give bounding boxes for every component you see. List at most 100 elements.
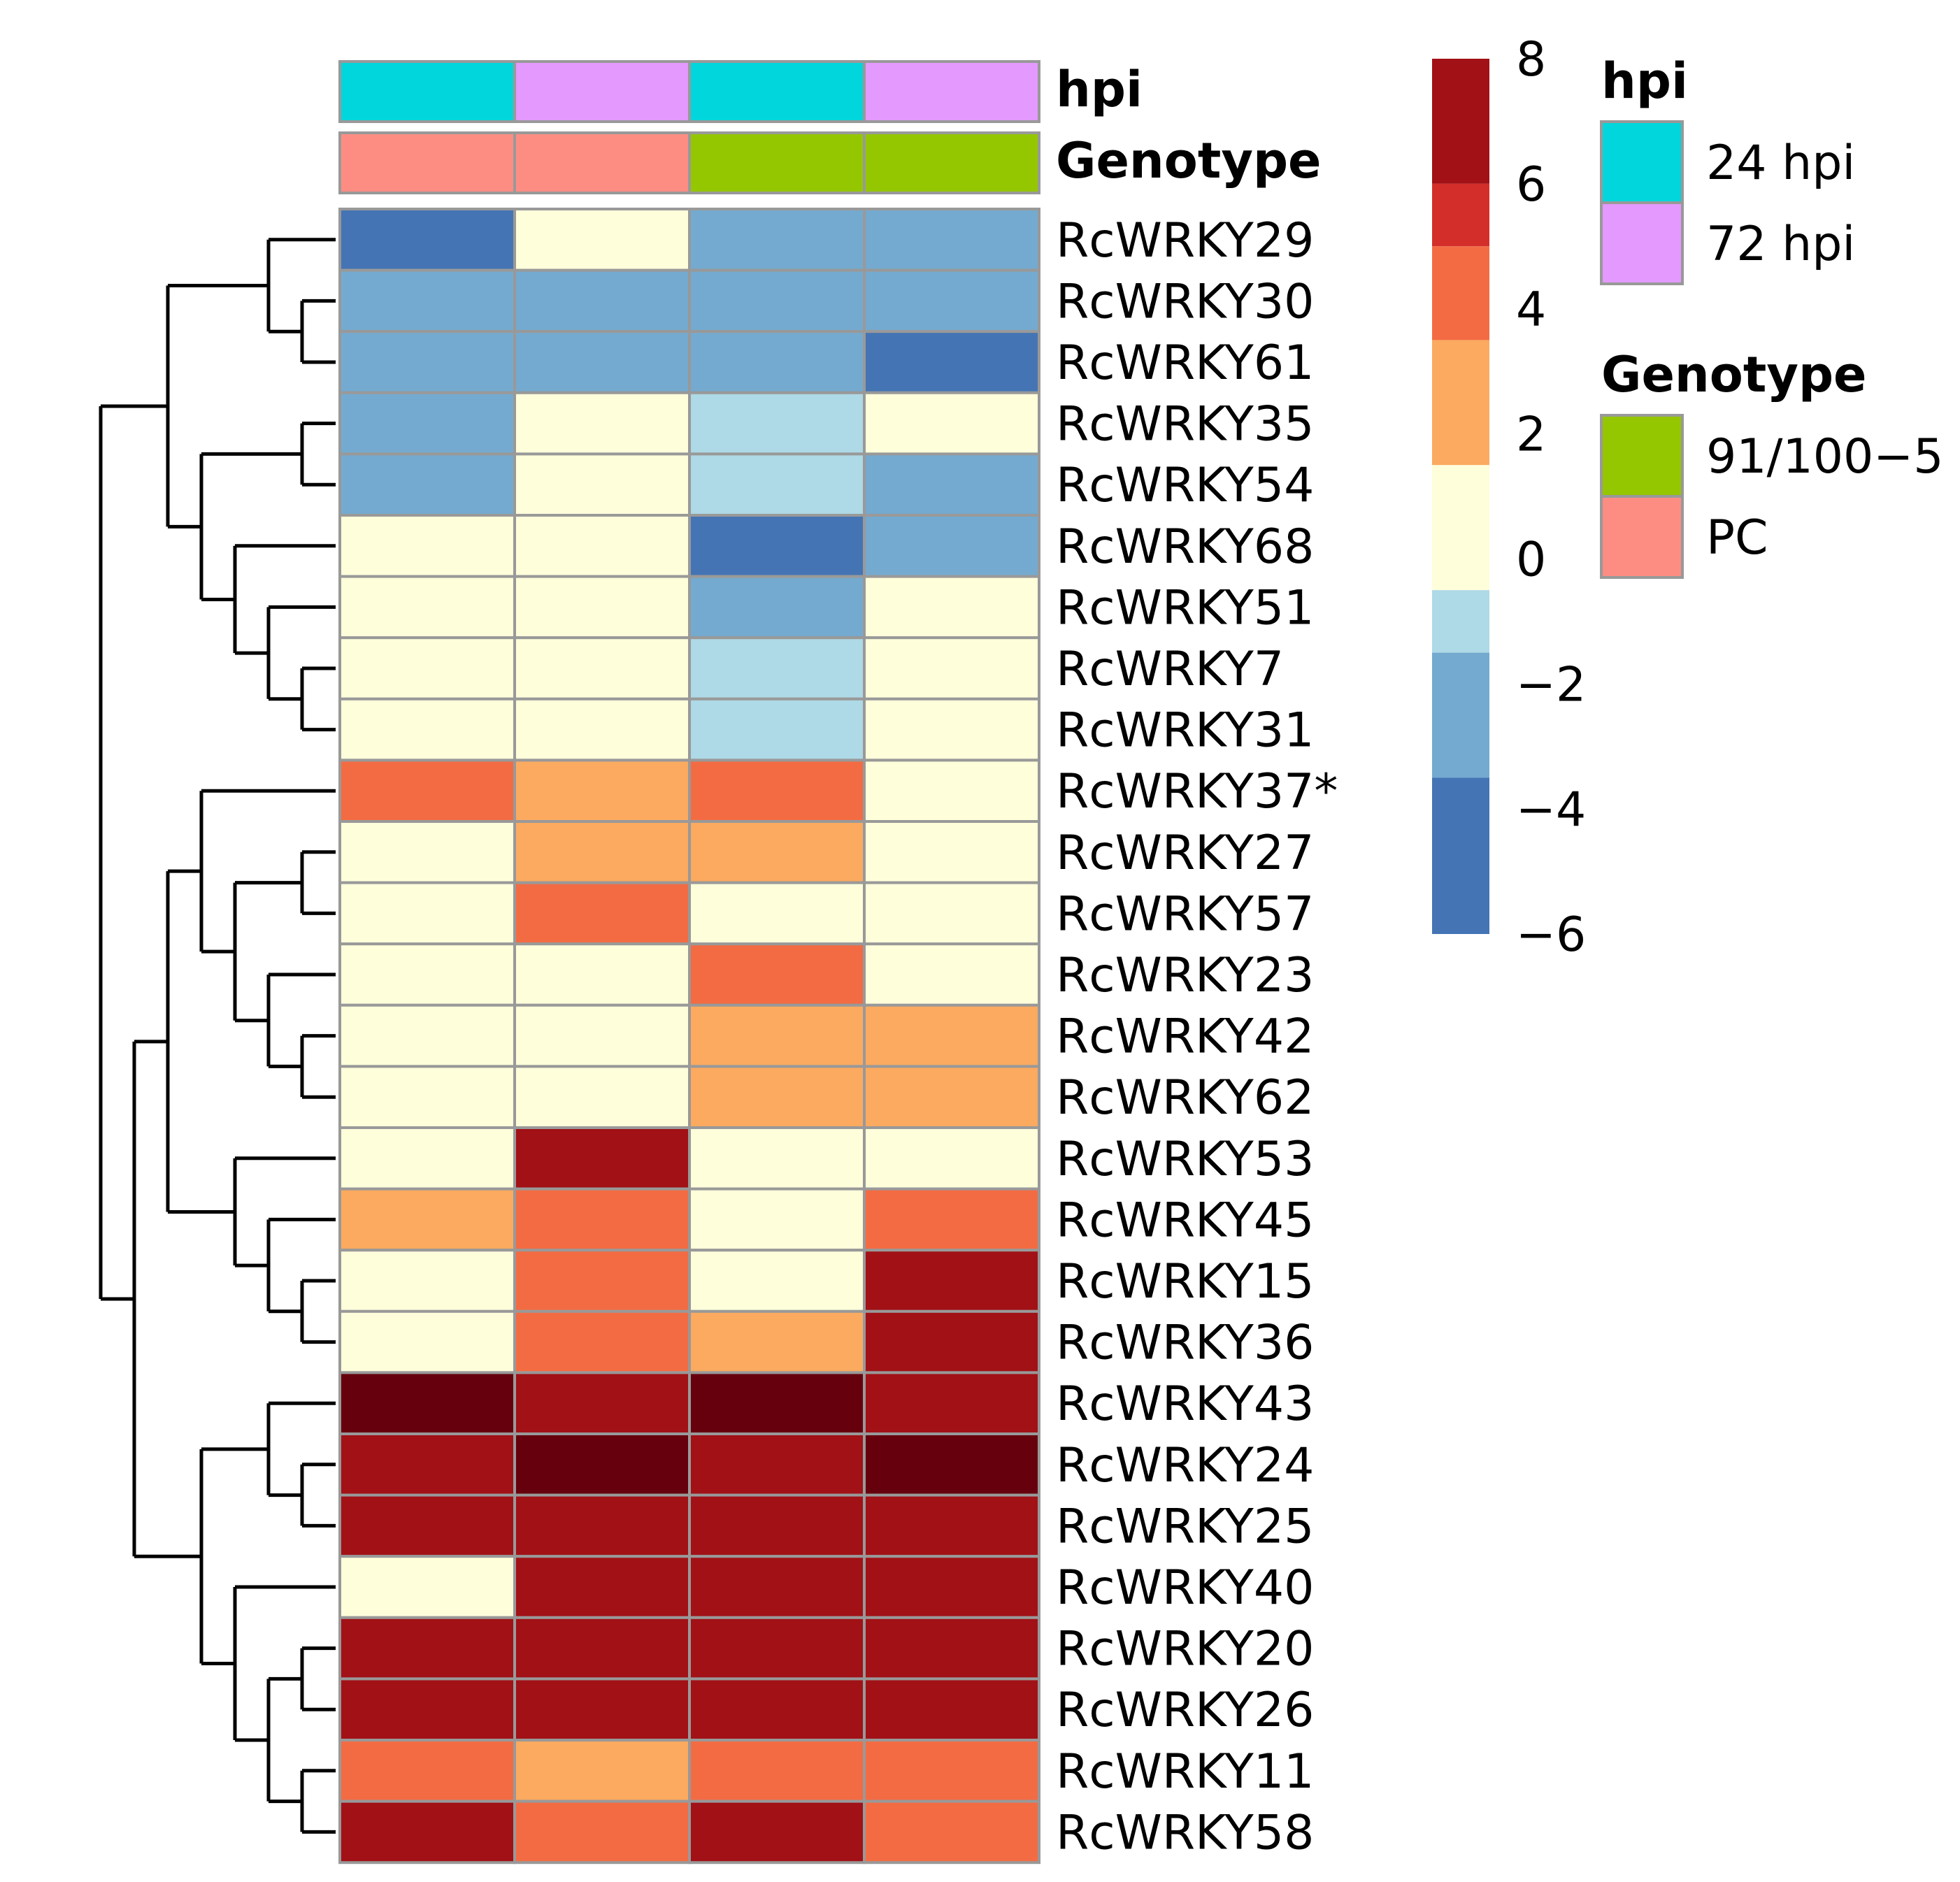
heatmap-cell (688, 759, 866, 824)
heatmap-cell (338, 1371, 516, 1436)
row-label: RcWRKY11 (1056, 1744, 1314, 1800)
heatmap-cell (688, 1249, 866, 1313)
heatmap-cell (513, 1249, 691, 1313)
heatmap-cell (513, 268, 691, 333)
color-scale-band (1432, 465, 1489, 591)
heatmap-cell (338, 636, 516, 701)
heatmap-cell (513, 820, 691, 884)
row-label: RcWRKY42 (1056, 1010, 1314, 1065)
color-scale-tick-label: −4 (1516, 782, 1586, 838)
row-label: RcWRKY37* (1056, 764, 1338, 819)
heatmap-cell (863, 697, 1040, 762)
heatmap-cell (513, 697, 691, 762)
heatmap-cell (513, 759, 691, 824)
heatmap-cell (513, 1739, 691, 1803)
heatmap-cell (338, 1616, 516, 1681)
column-annotations: hpi Genotype (338, 60, 1322, 194)
row-label: RcWRKY68 (1056, 519, 1314, 575)
row-label: RcWRKY36 (1056, 1316, 1314, 1371)
heatmap-cell (338, 697, 516, 762)
genotype-legend-swatch (1600, 495, 1684, 579)
heatmap-cell (863, 1616, 1040, 1681)
heatmap-cell (338, 268, 516, 333)
hpi-legend-title: hpi (1601, 52, 1688, 110)
genotype-annotation-cell (338, 131, 516, 194)
heatmap-cell (688, 942, 866, 1007)
heatmap-cell (688, 208, 866, 272)
row-label: RcWRKY31 (1056, 703, 1314, 759)
heatmap-cell (513, 1003, 691, 1068)
heatmap-cell (688, 820, 866, 884)
heatmap-cell (863, 575, 1040, 640)
color-scale-band (1432, 652, 1489, 778)
hpi-annotation-cell (513, 60, 691, 123)
heatmap-cell (338, 881, 516, 946)
heatmap-cell (513, 391, 691, 456)
heatmap-cell (688, 391, 866, 456)
color-scale-tick-label: 2 (1516, 408, 1546, 463)
genotype-legend-swatch (1600, 414, 1684, 498)
row-labels: RcWRKY29 RcWRKY30 RcWRKY61 RcWRKY35 RcWRKY54… (1056, 213, 1338, 1861)
color-scale-tick-label: 8 (1516, 32, 1546, 87)
color-scale-legend: 8 6 4 2 0 −2 −4 −6 (1432, 32, 1586, 963)
heatmap-cell (688, 268, 866, 333)
color-scale-band (1432, 183, 1489, 247)
row-label: RcWRKY30 (1056, 274, 1314, 329)
heatmap-cell (863, 1555, 1040, 1619)
heatmap-cell (513, 1555, 691, 1619)
heatmap-cell (338, 1555, 516, 1619)
color-scale-band (1432, 246, 1489, 340)
heatmap-cell (863, 208, 1040, 272)
heatmap-cell (338, 1249, 516, 1313)
heatmap-cell (338, 1309, 516, 1374)
row-label: RcWRKY45 (1056, 1193, 1314, 1248)
heatmap-cell (513, 636, 691, 701)
genotype-annotation-cell (863, 131, 1040, 194)
heatmap-cell (513, 1309, 691, 1374)
heatmap-cell (863, 1800, 1040, 1865)
color-scale-tick-label: 4 (1516, 282, 1546, 338)
heatmap-cell (863, 1309, 1040, 1374)
heatmap-cell (863, 268, 1040, 333)
heatmap-cell (688, 330, 866, 394)
color-scale-tick-label: −2 (1516, 657, 1586, 712)
color-scale-tick-label: 0 (1516, 532, 1546, 587)
heatmap-cell (863, 1003, 1040, 1068)
heatmap-cell (513, 1371, 691, 1436)
heatmap-cell (863, 1677, 1040, 1741)
heatmap-cell (338, 942, 516, 1007)
row-label: RcWRKY7 (1056, 642, 1284, 697)
heatmap-cell (513, 208, 691, 272)
color-scale-band (1432, 59, 1489, 184)
heatmap-cell (688, 575, 866, 640)
heatmap-cell (863, 1187, 1040, 1252)
heatmap-cell (513, 1126, 691, 1191)
heatmap-cell (863, 636, 1040, 701)
heatmap-cell (863, 820, 1040, 884)
heatmap-cell (688, 1739, 866, 1803)
heatmap-cell (338, 208, 516, 272)
color-scale-tick-label: −6 (1516, 907, 1586, 963)
heatmap-cell (688, 697, 866, 762)
hpi-annotation-cell (338, 60, 516, 123)
heatmap-cell (338, 1065, 516, 1130)
heatmap-cell (513, 575, 691, 640)
heatmap-cell (863, 1065, 1040, 1130)
heatmap-cell (513, 1616, 691, 1681)
row-label: RcWRKY51 (1056, 580, 1314, 635)
genotype-annotation-cell (688, 131, 866, 194)
heatmap-cells (338, 208, 1040, 1865)
heatmap-cell (688, 514, 866, 578)
heatmap-cell (513, 1187, 691, 1252)
heatmap-cell (513, 942, 691, 1007)
hpi-legend-label: 72 hpi (1706, 217, 1855, 272)
row-label: RcWRKY26 (1056, 1683, 1314, 1738)
heatmap-cell (863, 452, 1040, 517)
heatmap-cell (688, 1309, 866, 1374)
heatmap-cell (688, 1555, 866, 1619)
genotype-annotation-title: Genotype (1056, 132, 1322, 189)
heatmap-cell (688, 881, 866, 946)
heatmap-cell (863, 1739, 1040, 1803)
heatmap-cell (338, 1432, 516, 1497)
heatmap-cell (338, 1187, 516, 1252)
